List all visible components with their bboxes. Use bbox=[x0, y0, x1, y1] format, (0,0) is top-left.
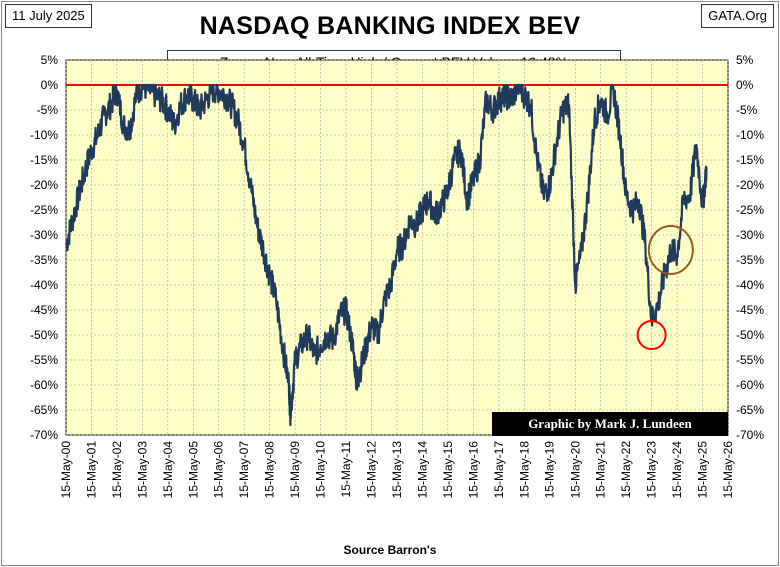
y-tick-label-right: -30% bbox=[736, 228, 764, 242]
annotations bbox=[636, 225, 694, 350]
x-tick-label: 15-May-15 bbox=[441, 441, 455, 499]
x-tick-label: 15-May-25 bbox=[696, 441, 710, 499]
y-tick-label-right: 0% bbox=[736, 78, 754, 92]
y-tick-label-left: 0% bbox=[41, 78, 59, 92]
y-tick-label-right: -70% bbox=[736, 428, 764, 442]
y-tick-label-right: -15% bbox=[736, 153, 764, 167]
series-line bbox=[64, 83, 708, 427]
y-tick-label-left: -20% bbox=[30, 178, 58, 192]
y-tick-label-right: -60% bbox=[736, 378, 764, 392]
y-tick-label-left: -30% bbox=[30, 228, 58, 242]
source-label: Source Barron's bbox=[343, 543, 437, 557]
y-tick-label-right: -35% bbox=[736, 253, 764, 267]
y-tick-label-left: -55% bbox=[30, 353, 58, 367]
circle-2024-consolidation bbox=[647, 225, 694, 275]
y-tick-label-right: -65% bbox=[736, 403, 764, 417]
y-tick-label-left: -5% bbox=[37, 103, 59, 117]
x-tick-label: 15-May-04 bbox=[161, 441, 175, 499]
x-tick-label: 15-May-19 bbox=[543, 441, 557, 499]
x-tick-label: 15-May-05 bbox=[186, 441, 200, 499]
x-tick-label: 15-May-24 bbox=[670, 441, 684, 499]
x-tick-label: 15-May-10 bbox=[314, 441, 328, 499]
y-tick-label-left: -10% bbox=[30, 128, 58, 142]
x-tick-label: 15-May-03 bbox=[135, 441, 149, 499]
x-tick-label: 15-May-16 bbox=[466, 441, 480, 499]
y-tick-label-left: 5% bbox=[41, 53, 59, 67]
x-tick-label: 15-May-23 bbox=[645, 441, 659, 499]
y-tick-label-left: -45% bbox=[30, 303, 58, 317]
x-tick-label: 15-May-20 bbox=[568, 441, 582, 499]
y-tick-label-left: -70% bbox=[30, 428, 58, 442]
site-label: GATA.Org bbox=[701, 4, 774, 28]
x-tick-label: 15-May-12 bbox=[365, 441, 379, 499]
y-tick-label-right: -20% bbox=[736, 178, 764, 192]
x-tick-label: 15-May-02 bbox=[110, 441, 124, 499]
y-tick-label-left: -35% bbox=[30, 253, 58, 267]
y-tick-label-right: -45% bbox=[736, 303, 764, 317]
y-tick-label-right: -40% bbox=[736, 278, 764, 292]
y-tick-label-left: -40% bbox=[30, 278, 58, 292]
x-tick-label: 15-May-26 bbox=[721, 441, 735, 499]
gridlines bbox=[65, 59, 729, 436]
x-tick-label: 15-May-00 bbox=[59, 441, 73, 499]
x-tick-label: 15-May-17 bbox=[492, 441, 506, 499]
y-tick-label-right: -5% bbox=[736, 103, 758, 117]
x-tick-label: 15-May-14 bbox=[415, 441, 429, 499]
x-tick-label: 15-May-13 bbox=[390, 441, 404, 499]
date-label: 11 July 2025 bbox=[5, 4, 92, 28]
y-tick-label-right: -10% bbox=[736, 128, 764, 142]
y-tick-label-left: -65% bbox=[30, 403, 58, 417]
x-tick-label: 15-May-21 bbox=[594, 441, 608, 499]
x-tick-label: 15-May-22 bbox=[619, 441, 633, 499]
axis-ticks: 5% 5% 0% 0% -5% -5% -10% -10% -15% -15% -20% -20% -2… bbox=[30, 53, 764, 498]
credit-label: Graphic by Mark J. Lundeen bbox=[492, 412, 728, 436]
y-tick-label-right: 5% bbox=[736, 53, 754, 67]
x-tick-label: 15-May-01 bbox=[84, 441, 98, 499]
x-tick-label: 15-May-18 bbox=[517, 441, 531, 499]
x-tick-label: 15-May-09 bbox=[288, 441, 302, 499]
x-tick-label: 15-May-11 bbox=[339, 441, 353, 498]
chart-title: NASDAQ BANKING INDEX BEV bbox=[199, 12, 581, 40]
y-tick-label-left: -60% bbox=[30, 378, 58, 392]
x-tick-label: 15-May-07 bbox=[237, 441, 251, 499]
y-tick-label-left: -50% bbox=[30, 328, 58, 342]
y-tick-label-left: -15% bbox=[30, 153, 58, 167]
y-tick-label-right: -25% bbox=[736, 203, 764, 217]
x-tick-label: 15-May-08 bbox=[263, 441, 277, 499]
y-tick-label-right: -50% bbox=[736, 328, 764, 342]
y-tick-label-right: -55% bbox=[736, 353, 764, 367]
x-tick-label: 15-May-06 bbox=[212, 441, 226, 499]
y-tick-label-left: -25% bbox=[30, 203, 58, 217]
circle-2023-low bbox=[636, 320, 667, 350]
